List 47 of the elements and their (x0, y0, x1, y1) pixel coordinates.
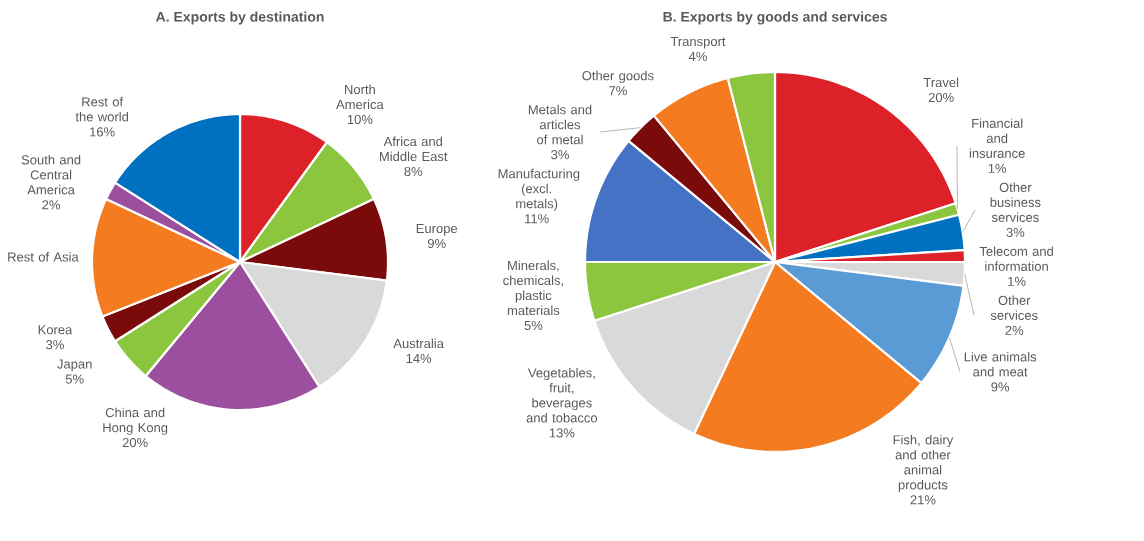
data-label: 1% (1008, 276, 1026, 286)
data-label: 16% (90, 127, 115, 137)
chart-title: A. Exports by destination (155, 11, 324, 25)
data-label: 11% (525, 214, 549, 224)
data-label: 9% (991, 382, 1010, 392)
data-label: 3% (1006, 227, 1025, 237)
slice-label: Transport (670, 36, 726, 49)
slice-label: Minerals, chemicals, plastic materials (503, 260, 563, 316)
slice-label: South and Central America (21, 154, 81, 195)
data-label: 1% (988, 163, 1007, 173)
data-label: 21% (910, 495, 936, 505)
slice-label: Australia (393, 338, 444, 349)
slice-label: Financial and insurance (969, 118, 1025, 158)
slice-label: Rest of the world (75, 96, 129, 122)
data-label: 14% (406, 353, 432, 364)
slice-label: China and Hong Kong (103, 407, 168, 435)
slice-label: North America (336, 84, 384, 110)
data-label: 7% (609, 86, 627, 96)
slice-label: Japan (57, 359, 92, 372)
data-label: 5% (65, 374, 84, 384)
data-label: 20% (122, 437, 148, 448)
slice-label: Metals and articles of metal (528, 104, 592, 145)
data-label: 13% (549, 428, 575, 438)
slice-label: Other business services (990, 182, 1041, 222)
slice-label: Fish, dairy and other animal products (893, 434, 954, 493)
slice-label: Live animals and meat (964, 351, 1037, 377)
slice-label: Other services (990, 295, 1038, 320)
slice-label: Travel (923, 77, 959, 88)
slice-label: Korea (38, 325, 73, 335)
data-label: 20% (928, 92, 954, 103)
data-label: 4% (688, 51, 707, 61)
data-label: 2% (1005, 325, 1024, 335)
slice-label: Other goods (582, 70, 654, 83)
data-label: 9% (427, 238, 446, 249)
data-label: 3% (551, 150, 569, 160)
slice-label: Africa and Middle East (379, 136, 448, 162)
slice-label: Telecom and information (979, 246, 1053, 271)
chart-title: B. Exports by goods and services (663, 11, 887, 25)
slice-label: Europe (416, 224, 458, 236)
slice-label: Vegetables, fruit, beverages and tobacco (526, 367, 598, 423)
data-label: 5% (524, 320, 543, 331)
slice-label: Rest of Asia (8, 252, 79, 262)
slice-label: Manufacturing (excl. metals) (498, 168, 580, 211)
data-label: 2% (42, 200, 61, 210)
data-label: 3% (46, 340, 64, 350)
data-label: 10% (347, 114, 373, 125)
data-label: 8% (404, 166, 423, 177)
